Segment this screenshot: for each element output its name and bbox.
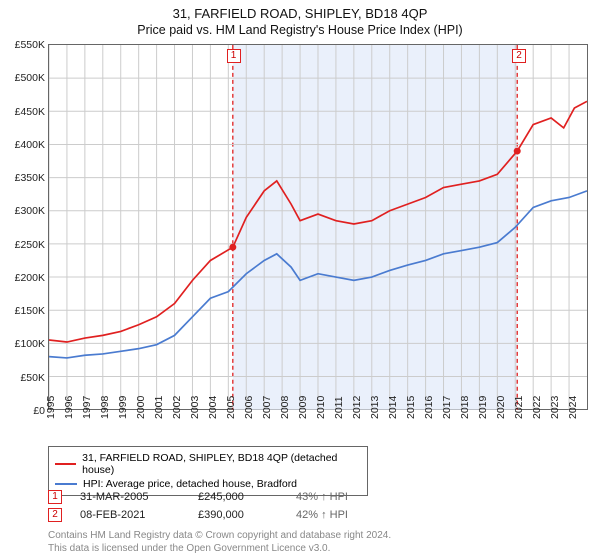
y-tick-label: £450K [5,106,45,118]
page-subtitle: Price paid vs. HM Land Registry's House … [0,21,600,41]
sale-price: £390,000 [198,509,278,521]
page-title: 31, FARFIELD ROAD, SHIPLEY, BD18 4QP [0,0,600,21]
y-tick-label: £400K [5,139,45,151]
legend-swatch [55,463,76,465]
sale-row: 2 08-FEB-2021 £390,000 42% ↑ HPI [48,506,348,524]
chart-svg [49,45,587,410]
band-marker: 1 [227,49,241,63]
legend-row: 31, FARFIELD ROAD, SHIPLEY, BD18 4QP (de… [55,451,361,477]
y-tick-label: £100K [5,338,45,350]
band-marker: 2 [512,49,526,63]
y-tick-label: £350K [5,172,45,184]
sale-row: 1 31-MAR-2005 £245,000 43% ↑ HPI [48,488,348,506]
y-tick-label: £250K [5,239,45,251]
sales-table: 1 31-MAR-2005 £245,000 43% ↑ HPI 2 08-FE… [48,488,348,524]
attribution-line: Contains HM Land Registry data © Crown c… [48,530,588,543]
sale-marker: 1 [48,490,62,504]
y-tick-label: £0 [5,405,45,417]
sale-marker: 2 [48,508,62,522]
y-tick-label: £300K [5,205,45,217]
y-tick-label: £150K [5,305,45,317]
sale-delta: 42% ↑ HPI [296,509,348,521]
y-tick-label: £50K [5,372,45,384]
sale-delta: 43% ↑ HPI [296,491,348,503]
sale-date: 31-MAR-2005 [80,491,180,503]
y-tick-label: £500K [5,72,45,84]
legend-label: 31, FARFIELD ROAD, SHIPLEY, BD18 4QP (de… [82,452,361,476]
y-tick-label: £200K [5,272,45,284]
attribution: Contains HM Land Registry data © Crown c… [48,530,588,555]
attribution-line: This data is licensed under the Open Gov… [48,543,588,556]
y-tick-label: £550K [5,39,45,51]
sale-price: £245,000 [198,491,278,503]
legend-swatch [55,483,77,485]
sale-date: 08-FEB-2021 [80,509,180,521]
chart: £0£50K£100K£150K£200K£250K£300K£350K£400… [48,44,588,410]
